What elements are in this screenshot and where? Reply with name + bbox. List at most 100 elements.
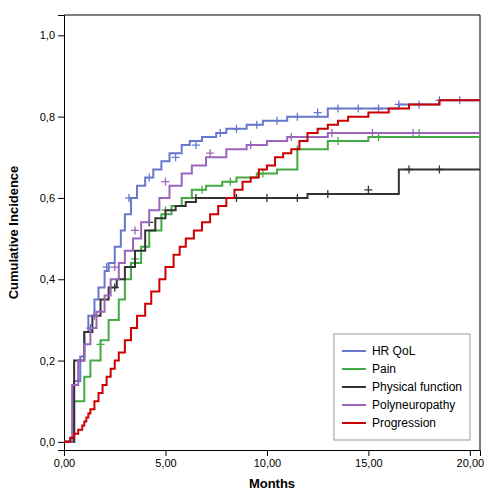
- x-axis-tick-mark: [470, 450, 471, 456]
- x-axis-tick-label: 10,00: [254, 457, 282, 469]
- censor-mark: [324, 190, 332, 198]
- censor-mark: [198, 186, 206, 194]
- x-axis-tick-mark: [267, 450, 268, 456]
- legend-label: Pain: [372, 362, 396, 376]
- legend-box: [334, 334, 470, 440]
- censor-mark: [328, 129, 336, 137]
- legend-label: Progression: [372, 416, 436, 430]
- y-axis-tick: 0,6: [40, 192, 64, 204]
- legend-item: Polyneuropathy: [342, 398, 455, 412]
- x-axis-tick-label: 15,00: [355, 457, 383, 469]
- x-axis-tick: 0,00: [54, 450, 75, 469]
- censor-mark: [395, 100, 403, 108]
- x-axis-tick-label: 0,00: [54, 457, 75, 469]
- censor-marks: [90, 129, 417, 320]
- censor-mark: [125, 194, 133, 202]
- legend-label: Polyneuropathy: [372, 398, 455, 412]
- censor-mark: [293, 113, 301, 121]
- censor-mark: [375, 133, 383, 141]
- censor-mark: [145, 174, 153, 182]
- series-line: [64, 133, 480, 442]
- censor-mark: [364, 186, 372, 194]
- legend-item: HR QoL: [342, 344, 416, 358]
- censor-mark: [334, 137, 342, 145]
- x-axis: 0,00 5,00 10,00 15,00 20,00: [54, 450, 484, 469]
- censor-mark: [375, 105, 383, 113]
- legend-swatch: [342, 404, 366, 406]
- censor-mark: [314, 109, 322, 117]
- censor-mark: [226, 178, 234, 186]
- censor-mark: [131, 226, 139, 234]
- chart: 0,00 5,00 10,00 15,00 20,00 0,0 0,2 0,4 0,6 0,8 1,…: [0, 0, 495, 500]
- censor-marks: [86, 96, 463, 332]
- y-axis-tick-mark: [58, 198, 64, 199]
- legend-swatch: [342, 350, 366, 352]
- y-axis-tick-mark: [58, 35, 64, 36]
- censor-mark: [354, 105, 362, 113]
- plot-frame: [480, 15, 481, 450]
- x-axis-title: Months: [249, 476, 295, 491]
- y-axis-tick: 0,2: [40, 355, 64, 367]
- legend-item: Pain: [342, 362, 396, 376]
- censor-mark: [172, 153, 180, 161]
- censor-mark: [192, 141, 200, 149]
- y-axis-line: [58, 16, 65, 451]
- legend: HR QoL Pain Physical function Polyneuropath…: [334, 334, 470, 440]
- y-axis-tick-mark: [58, 117, 64, 118]
- legend-item: Progression: [342, 416, 436, 430]
- series-line: [64, 169, 480, 441]
- plot: 0,00 5,00 10,00 15,00 20,00 0,0 0,2 0,4 0,6 0,8 1,…: [6, 15, 484, 491]
- x-axis-tick-label: 5,00: [155, 457, 176, 469]
- y-axis-tick: 0,0: [40, 436, 64, 448]
- censor-mark: [90, 312, 98, 320]
- y-axis-tick-label: 0,6: [40, 192, 55, 204]
- y-axis-tick-mark: [58, 279, 64, 280]
- y-axis-tick-label: 0,8: [40, 111, 55, 123]
- x-axis-tick-label: 20,00: [457, 457, 485, 469]
- censor-mark: [97, 340, 105, 348]
- x-axis-tick-mark: [368, 450, 369, 456]
- censor-mark: [293, 194, 301, 202]
- censor-mark: [232, 125, 240, 133]
- y-axis: 0,0 0,2 0,4 0,6 0,8 1,0: [40, 16, 65, 451]
- legend-swatch: [342, 422, 366, 424]
- censor-mark: [247, 141, 255, 149]
- censor-mark: [192, 194, 200, 202]
- y-axis-tick-mark: [58, 361, 64, 362]
- y-axis-tick-mark: [58, 442, 64, 443]
- censor-mark: [111, 283, 119, 291]
- censor-mark: [111, 263, 119, 271]
- plot-frame: [64, 15, 480, 16]
- censor-mark: [287, 133, 295, 141]
- censor-mark: [161, 178, 169, 186]
- x-axis-line: [65, 451, 481, 457]
- censor-mark: [216, 129, 224, 137]
- y-axis-title: Cumulative Incidence: [6, 166, 21, 300]
- x-axis-tick-mark: [165, 450, 166, 456]
- x-axis-tick: 20,00: [457, 450, 485, 469]
- x-axis-tick: 5,00: [155, 450, 176, 469]
- censor-mark: [405, 165, 413, 173]
- y-axis-tick: 1,0: [40, 29, 64, 41]
- series-line: [64, 100, 480, 441]
- censor-mark: [263, 194, 271, 202]
- y-axis-tick-label: 1,0: [40, 29, 55, 41]
- x-axis-tick: 10,00: [254, 450, 282, 469]
- censor-mark: [368, 129, 376, 137]
- series-line: [64, 133, 480, 442]
- legend-swatch: [342, 386, 366, 388]
- y-axis-tick: 0,8: [40, 111, 64, 123]
- legend-label: Physical function: [372, 380, 462, 394]
- censor-mark: [259, 170, 267, 178]
- legend-item: Physical function: [342, 380, 462, 394]
- censor-marks: [111, 165, 444, 291]
- y-axis-tick-label: 0,2: [40, 355, 55, 367]
- censor-mark: [273, 117, 281, 125]
- censor-mark: [334, 105, 342, 113]
- censor-mark: [206, 149, 214, 157]
- y-axis-tick: 0,4: [40, 273, 64, 285]
- marks: [64, 96, 480, 441]
- censor-mark: [409, 129, 417, 137]
- censor-mark: [103, 263, 111, 271]
- censor-mark: [253, 121, 261, 129]
